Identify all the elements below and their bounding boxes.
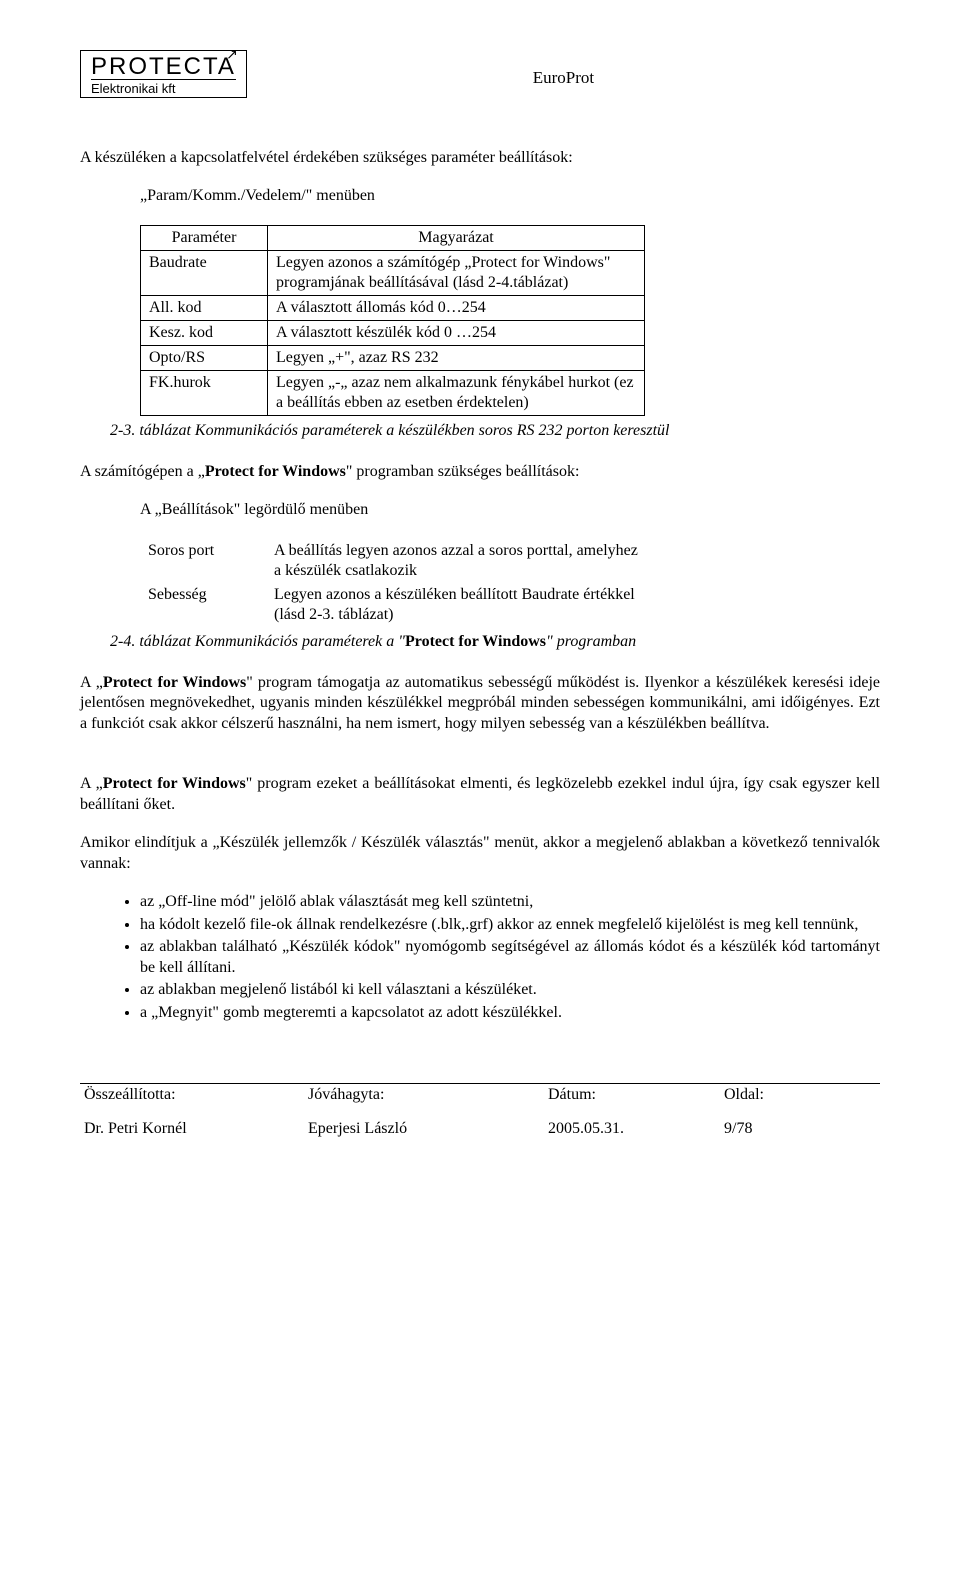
table2-r1-c1: Sebesség xyxy=(140,583,266,627)
p2-c: " programban szükséges beállítások: xyxy=(346,463,580,480)
table1-r1-c2: A választott állomás kód 0…254 xyxy=(268,295,645,320)
p2-a: A számítógépen a „ xyxy=(80,463,205,480)
table2-r1-c2: Legyen azonos a készüléken beállított Ba… xyxy=(266,583,652,627)
paragraph-2: A számítógépen a „Protect for Windows" p… xyxy=(80,462,880,482)
paragraph-2-sub: A „Beállítások" legördülő menüben xyxy=(140,500,880,520)
table1-r3-c1: Opto/RS xyxy=(141,345,268,370)
table1-r0-c1: Baudrate xyxy=(141,250,268,295)
footer-v2: Eperjesi László xyxy=(304,1106,544,1140)
p3-a: A „ xyxy=(80,674,103,691)
footer-v4: 9/78 xyxy=(720,1106,880,1140)
paragraph-1: A készüléken a kapcsolatfelvétel érdekéb… xyxy=(80,148,880,168)
logo-top-text: PROTECTA xyxy=(91,53,236,80)
table-row: Sebesség Legyen azonos a készüléken beál… xyxy=(140,583,652,627)
table1-r0-c2: Legyen azonos a számítógép „Protect for … xyxy=(268,250,645,295)
caption2-b: Protect for Windows xyxy=(405,633,546,650)
table-row: Kesz. kod A választott készülék kód 0 …2… xyxy=(141,320,645,345)
caption2-c: " programban xyxy=(546,633,636,650)
table1-caption: 2-3. táblázat Kommunikációs paraméterek … xyxy=(110,422,880,440)
p4-a: A „ xyxy=(80,775,103,792)
footer-v1: Dr. Petri Kornél xyxy=(80,1106,304,1140)
page-footer: Összeállította: Jóváhagyta: Dátum: Oldal… xyxy=(80,1083,880,1140)
p2-b: Protect for Windows xyxy=(205,463,346,480)
logo-text: PROTECTA ↗ xyxy=(91,55,236,80)
table1-r3-c2: Legyen „+", azaz RS 232 xyxy=(268,345,645,370)
table1-r4-c1: FK.hurok xyxy=(141,370,268,415)
paragraph-4: A „Protect for Windows" program ezeket a… xyxy=(80,774,880,815)
footer-h3: Dátum: xyxy=(544,1083,720,1106)
paragraph-1-sub: „Param/Komm./Vedelem/" menüben xyxy=(140,186,880,206)
table1-r1-c1: All. kod xyxy=(141,295,268,320)
table2-r0-c2: A beállítás legyen azonos azzal a soros … xyxy=(266,539,652,583)
table1-r4-c2: Legyen „-„ azaz nem alkalmazunk fénykábe… xyxy=(268,370,645,415)
logo-subtitle: Elektronikai kft xyxy=(91,80,236,95)
footer-h1: Összeállította: xyxy=(80,1083,304,1106)
page-title: EuroProt xyxy=(247,50,880,88)
list-item: az ablakban található „Készülék kódok" n… xyxy=(140,937,880,978)
page-header: PROTECTA ↗ Elektronikai kft EuroProt xyxy=(80,50,880,98)
footer-v3: 2005.05.31. xyxy=(544,1106,720,1140)
table2-r0-c1: Soros port xyxy=(140,539,266,583)
footer-h4: Oldal: xyxy=(720,1083,880,1106)
table-row: Opto/RS Legyen „+", azaz RS 232 xyxy=(141,345,645,370)
list-item: az ablakban megjelenő listából ki kell v… xyxy=(140,980,880,1000)
table1-header-1: Paraméter xyxy=(141,225,268,250)
footer-h2: Jóváhagyta: xyxy=(304,1083,544,1106)
paragraph-5: Amikor elindítjuk a „Készülék jellemzők … xyxy=(80,833,880,874)
list-item: az „Off-line mód" jelölő ablak választás… xyxy=(140,892,880,912)
table-parameters: Paraméter Magyarázat Baudrate Legyen azo… xyxy=(140,225,645,416)
table-row: All. kod A választott állomás kód 0…254 xyxy=(141,295,645,320)
paragraph-3: A „Protect for Windows" program támogatj… xyxy=(80,673,880,734)
list-item: a „Megnyit" gomb megteremti a kapcsolato… xyxy=(140,1003,880,1023)
table2-caption: 2-4. táblázat Kommunikációs paraméterek … xyxy=(110,633,880,651)
logo-arrow-icon: ↗ xyxy=(226,47,240,61)
table1-header-2: Magyarázat xyxy=(268,225,645,250)
table1-r2-c2: A választott készülék kód 0 …254 xyxy=(268,320,645,345)
table-row: Soros port A beállítás legyen azonos azz… xyxy=(140,539,652,583)
table-settings: Soros port A beállítás legyen azonos azz… xyxy=(140,539,652,627)
caption2-a: 2-4. táblázat Kommunikációs paraméterek … xyxy=(110,633,405,650)
table-row: Baudrate Legyen azonos a számítógép „Pro… xyxy=(141,250,645,295)
p3-b: Protect for Windows xyxy=(103,674,246,691)
bullet-list: az „Off-line mód" jelölő ablak választás… xyxy=(120,892,880,1023)
logo: PROTECTA ↗ Elektronikai kft xyxy=(80,50,247,98)
table-row: FK.hurok Legyen „-„ azaz nem alkalmazunk… xyxy=(141,370,645,415)
list-item: ha kódolt kezelő file-ok állnak rendelke… xyxy=(140,915,880,935)
p4-b: Protect for Windows xyxy=(103,775,246,792)
table1-r2-c1: Kesz. kod xyxy=(141,320,268,345)
